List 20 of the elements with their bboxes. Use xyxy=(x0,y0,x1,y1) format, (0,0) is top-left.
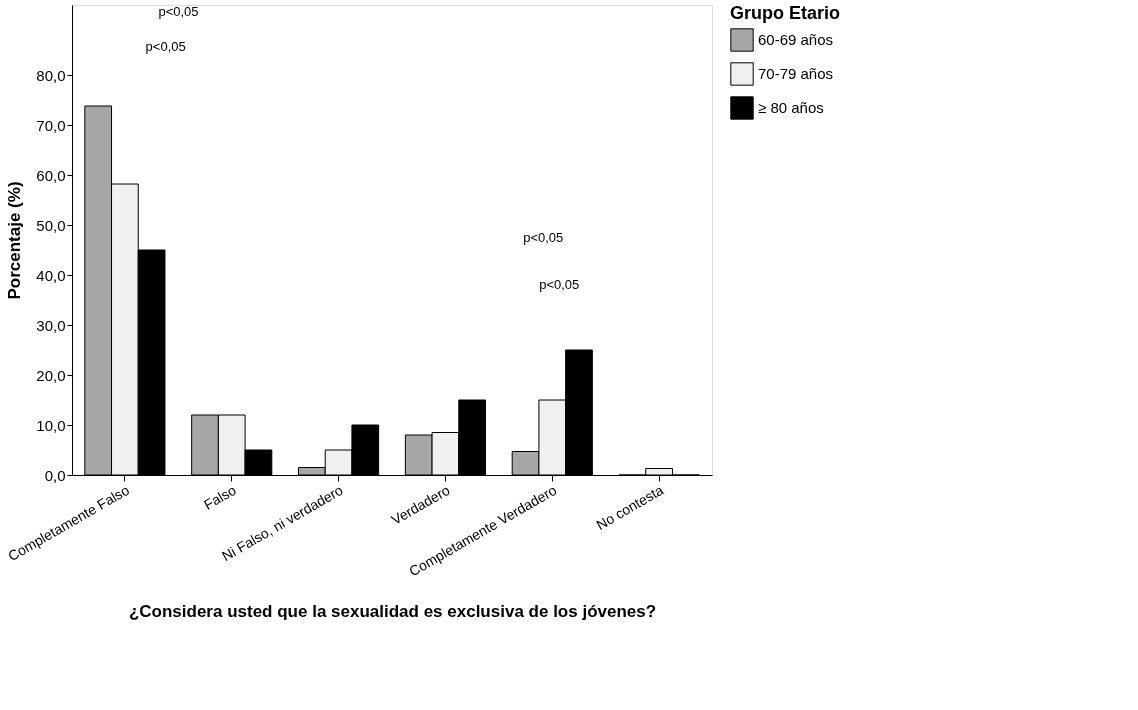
annotation: p<0,05 xyxy=(523,229,564,245)
y-tick-label: 60,0 xyxy=(36,166,66,184)
legend-title: Grupo Etario xyxy=(730,3,841,23)
y-tick-label: 40,0 xyxy=(36,266,66,284)
legend-label: 70-79 años xyxy=(758,65,834,82)
y-tick-label: 50,0 xyxy=(36,216,66,234)
annotation: p<0,05 xyxy=(158,4,199,20)
x-tick-label: Falso xyxy=(201,481,239,513)
y-tick-label: 20,0 xyxy=(36,366,66,384)
y-tick-label: 10,0 xyxy=(36,416,66,434)
y-tick-label: 80,0 xyxy=(36,66,66,84)
y-tick-label: 30,0 xyxy=(36,316,66,334)
legend-label: ≥ 80 años xyxy=(758,99,824,116)
legend-label: 60-69 años xyxy=(758,31,834,48)
annotation: p<0,05 xyxy=(145,39,186,55)
y-tick-label: 0,0 xyxy=(44,466,66,484)
y-tick-label: 70,0 xyxy=(36,116,66,134)
x-axis-title: ¿Considera usted que la sexualidad es exclusiva de los jóvenes? xyxy=(128,602,657,622)
y-axis-title: Porcentaje (%) xyxy=(5,181,25,300)
annotation: p<0,05 xyxy=(539,276,580,292)
